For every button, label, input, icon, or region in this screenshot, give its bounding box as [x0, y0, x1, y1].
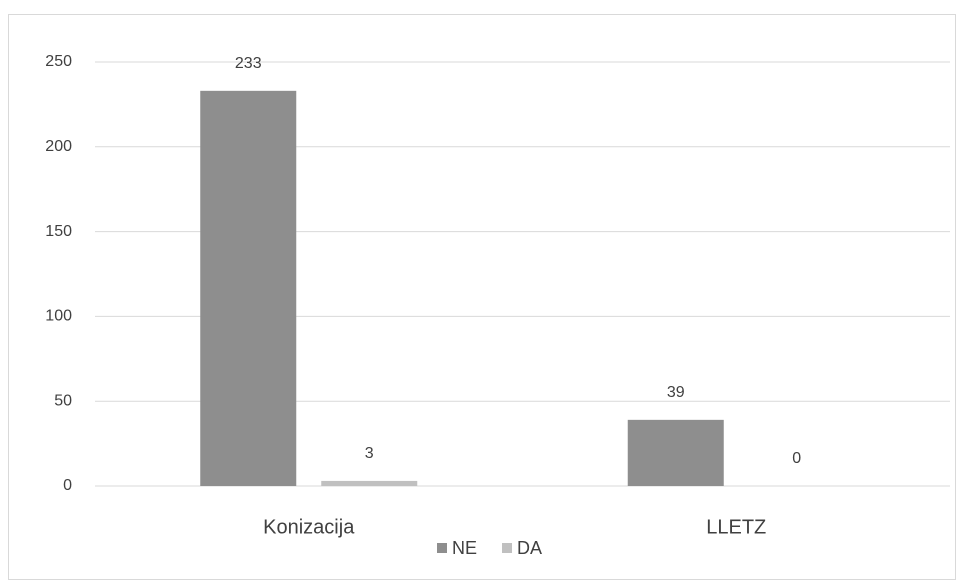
- y-tick-label: 0: [63, 477, 72, 494]
- bar: [321, 480, 418, 486]
- x-tick-label: Konizacija: [263, 516, 355, 538]
- data-label: 39: [667, 384, 685, 401]
- legend-label: NE: [452, 538, 477, 558]
- chart-border: [8, 14, 956, 580]
- legend-swatch: [502, 543, 513, 553]
- x-tick-label: LLETZ: [706, 516, 766, 538]
- y-tick-label: 200: [45, 138, 72, 155]
- data-label: 233: [235, 55, 262, 72]
- data-label: 3: [365, 445, 374, 462]
- bar: [200, 90, 297, 486]
- y-tick-label: 50: [54, 392, 72, 409]
- bar: [627, 419, 724, 486]
- legend-label: DA: [517, 538, 542, 558]
- legend-swatch: [437, 543, 447, 553]
- y-tick-label: 250: [45, 53, 72, 70]
- y-tick-label: 150: [45, 223, 72, 240]
- y-tick-label: 100: [45, 308, 72, 325]
- data-label: 0: [792, 450, 801, 467]
